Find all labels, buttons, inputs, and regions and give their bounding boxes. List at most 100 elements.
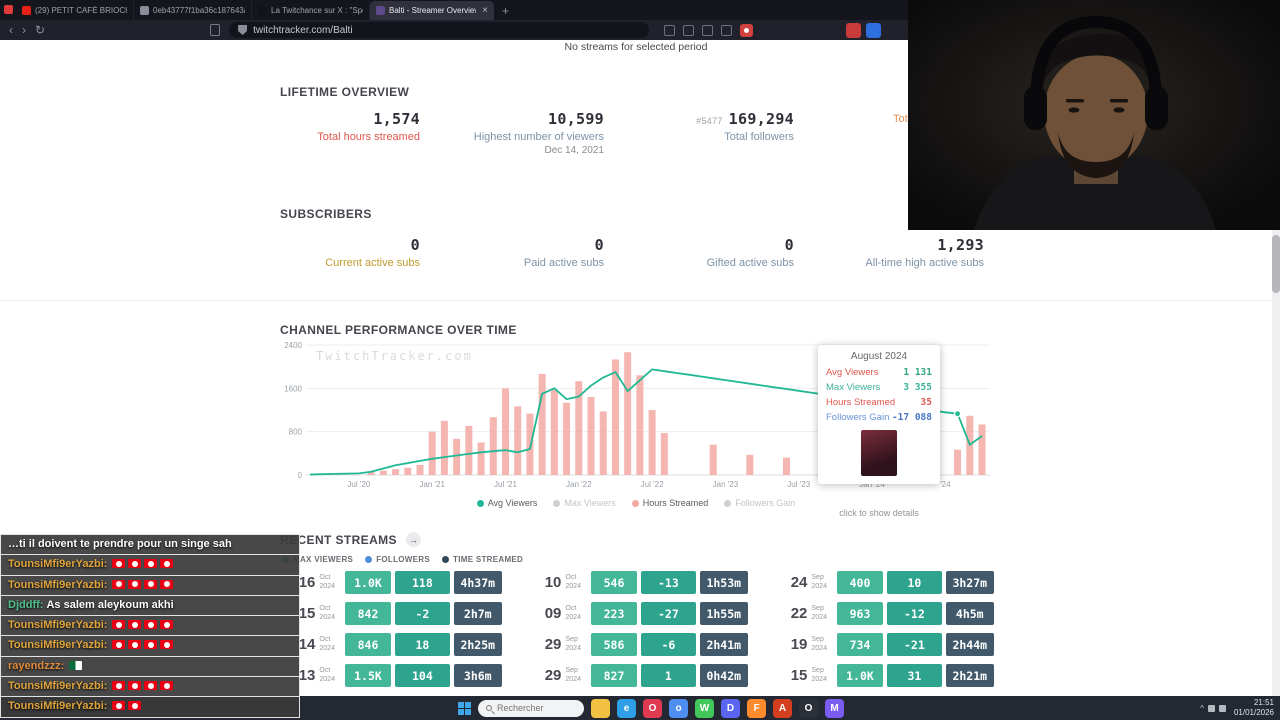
- performance-chart[interactable]: 0 800 1600 2400 Jul '20 Jan '21 Jul '21 Jan '22…: [280, 340, 992, 526]
- tray-expand-icon[interactable]: ^: [1200, 703, 1204, 713]
- reload-icon[interactable]: ↻: [35, 23, 46, 37]
- forward-icon[interactable]: ›: [22, 23, 26, 37]
- sidebar-panel-icon[interactable]: [664, 24, 676, 36]
- opera-gx-icon[interactable]: O: [643, 698, 662, 718]
- windows-start-icon[interactable]: [458, 701, 471, 715]
- browser-tab[interactable]: La Twitchance sur X : "Speed à anno...: [252, 1, 370, 20]
- tooltip-row: Avg Viewers 1 131: [826, 367, 932, 378]
- stream-row[interactable]: 10 Oct 2024 546 -13 1h53m: [542, 571, 748, 594]
- legend-avg-viewers[interactable]: Avg Viewers: [476, 498, 537, 508]
- stream-date-monthyear: Oct 2024: [319, 605, 335, 621]
- followers-cell: 18: [395, 633, 450, 656]
- tab-title: Balti - Streamer Overview & Stat...: [389, 6, 476, 15]
- translate-icon[interactable]: [683, 24, 695, 36]
- subscribers-stats-row: 0 Current active subs 0 Paid active subs 0 Gi…: [280, 236, 984, 269]
- taskbar-search[interactable]: [478, 699, 584, 717]
- max-viewers-cell: 586: [590, 633, 638, 656]
- legend-hours-streamed[interactable]: Hours Streamed: [631, 498, 708, 508]
- stream-row[interactable]: 29 Sep 2024 586 -6 2h41m: [542, 633, 748, 656]
- chat-message: TounsiMfi9erYazbi:: [0, 574, 300, 596]
- stream-date-day: 13: [298, 667, 316, 684]
- legend-followers-gain[interactable]: Followers Gain: [724, 498, 795, 508]
- volume-icon[interactable]: [1218, 704, 1226, 712]
- arrow-right-icon[interactable]: →: [405, 532, 421, 547]
- webcam-video: [908, 0, 1280, 230]
- stream-date-day: 19: [790, 636, 808, 653]
- stream-row[interactable]: 13 Oct 2024 1.5K 104 3h6m: [296, 664, 502, 687]
- browser-tab[interactable]: Balti - Streamer Overview & Stat... ×: [370, 1, 494, 20]
- browser-tab[interactable]: 0eb43777f1ba36c187643a432b8b0...: [134, 1, 252, 20]
- network-icon[interactable]: [1207, 704, 1215, 712]
- stat-block: #5477 169,294 Total followers: [604, 110, 794, 156]
- max-viewers-cell: 1.0K: [836, 664, 884, 687]
- office-icon[interactable]: A: [773, 698, 792, 718]
- new-tab-button[interactable]: +: [502, 3, 510, 18]
- tab-title: (29) PETIT CAFÉ BRIOCHE 2 AVEC M...: [35, 6, 127, 15]
- tab-close-icon[interactable]: ×: [482, 5, 488, 16]
- discord-icon[interactable]: D: [721, 698, 740, 718]
- stat-label: Current active subs: [325, 257, 420, 269]
- stream-row[interactable]: 09 Oct 2024 223 -27 1h55m: [542, 602, 748, 625]
- snapshot-icon[interactable]: [702, 24, 714, 36]
- search-icon: [486, 705, 492, 711]
- page-scrollbar[interactable]: [1272, 40, 1280, 720]
- chat-username: TounsiMfi9erYazbi:: [8, 639, 111, 652]
- time-streamed-cell: 2h44m: [945, 633, 994, 656]
- back-icon[interactable]: ‹: [9, 23, 13, 37]
- edge-browser-icon[interactable]: e: [617, 698, 636, 718]
- stream-date-monthyear: Sep 2024: [811, 636, 827, 652]
- svg-text:Jul '22: Jul '22: [641, 480, 664, 489]
- messenger-icon[interactable]: M: [825, 698, 844, 718]
- time-streamed-cell: 0h42m: [699, 664, 748, 687]
- legend-max-viewers[interactable]: Max Viewers: [553, 498, 616, 508]
- firefox-icon[interactable]: F: [747, 698, 766, 718]
- chart-canvas[interactable]: 0 800 1600 2400 Jul '20 Jan '21 Jul '21 Jan '22…: [280, 340, 992, 492]
- svg-text:Jan '22: Jan '22: [566, 480, 592, 489]
- chat-username: TounsiMfi9erYazbi:: [8, 558, 111, 571]
- stream-row[interactable]: 15 Sep 2024 1.0K 31 2h21m: [788, 664, 994, 687]
- scrollbar-thumb[interactable]: [1272, 235, 1280, 293]
- stat-value: 1,293: [937, 236, 984, 254]
- stream-row[interactable]: 19 Sep 2024 734 -21 2h44m: [788, 633, 994, 656]
- obs-studio-icon[interactable]: O: [799, 698, 818, 718]
- stream-row[interactable]: 15 Oct 2024 842 -2 2h7m: [296, 602, 502, 625]
- url-text[interactable]: twitchtracker.com/Balti: [253, 24, 353, 36]
- stream-row[interactable]: 24 Sep 2024 400 10 3h27m: [788, 571, 994, 594]
- url-bar[interactable]: twitchtracker.com/Balti: [229, 22, 650, 38]
- stream-row[interactable]: 16 Oct 2024 1.0K 118 4h37m: [296, 571, 502, 594]
- chrome-icon[interactable]: o: [669, 698, 688, 718]
- bookmark-page-icon[interactable]: [210, 24, 221, 36]
- search-input[interactable]: [497, 703, 571, 713]
- tunisia-flag-emoji: [143, 559, 157, 569]
- chat-message: TounsiMfi9erYazbi:: [0, 615, 300, 637]
- tooltip-rows: Avg Viewers 1 131 Max Viewers 3 355 Hours St…: [826, 367, 932, 423]
- browser-tab[interactable]: (29) PETIT CAFÉ BRIOCHE 2 AVEC M...: [16, 1, 134, 20]
- stream-date-monthyear: Oct 2024: [319, 636, 335, 652]
- download-icon[interactable]: [721, 24, 733, 36]
- max-viewers-cell: 400: [836, 571, 884, 594]
- svg-text:1600: 1600: [284, 384, 302, 393]
- stream-date-day: 09: [544, 605, 562, 622]
- whatsapp-icon[interactable]: W: [695, 698, 714, 718]
- webcam-overlay: [908, 0, 1280, 230]
- stream-row[interactable]: 22 Sep 2024 963 -12 4h5m: [788, 602, 994, 625]
- svg-text:Jan '21: Jan '21: [419, 480, 445, 489]
- extension-badge-blue-icon[interactable]: [866, 22, 882, 38]
- browser-logo-icon[interactable]: [4, 5, 13, 14]
- file-explorer-icon[interactable]: [591, 698, 610, 718]
- tunisia-flag-emoji: [111, 579, 125, 589]
- stream-date-monthyear: Oct 2024: [319, 667, 335, 683]
- adblock-shield-icon[interactable]: [740, 23, 754, 37]
- stream-row[interactable]: 29 Sep 2024 827 1 0h42m: [542, 664, 748, 687]
- tunisia-flag-emoji: [127, 640, 141, 650]
- stream-row[interactable]: 14 Oct 2024 846 18 2h25m: [296, 633, 502, 656]
- taskbar-clock[interactable]: 21:51 01/01/2026: [1234, 698, 1274, 719]
- site-security-shield-icon[interactable]: [238, 25, 248, 35]
- streamer-hair: [1039, 33, 1155, 99]
- extension-badge-red-icon[interactable]: [846, 22, 862, 38]
- followers-cell: 104: [395, 664, 450, 687]
- stat-value: 0: [784, 236, 794, 254]
- max-viewers-cell: 1.0K: [344, 571, 392, 594]
- max-viewers-cell: 963: [836, 602, 884, 625]
- svg-text:2400: 2400: [284, 341, 302, 350]
